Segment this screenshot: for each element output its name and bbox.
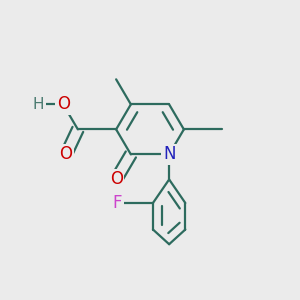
Text: F: F — [113, 194, 122, 212]
Text: H: H — [32, 97, 44, 112]
Text: O: O — [60, 146, 73, 164]
Text: O: O — [110, 170, 123, 188]
Text: N: N — [163, 146, 175, 164]
Text: O: O — [57, 95, 70, 113]
